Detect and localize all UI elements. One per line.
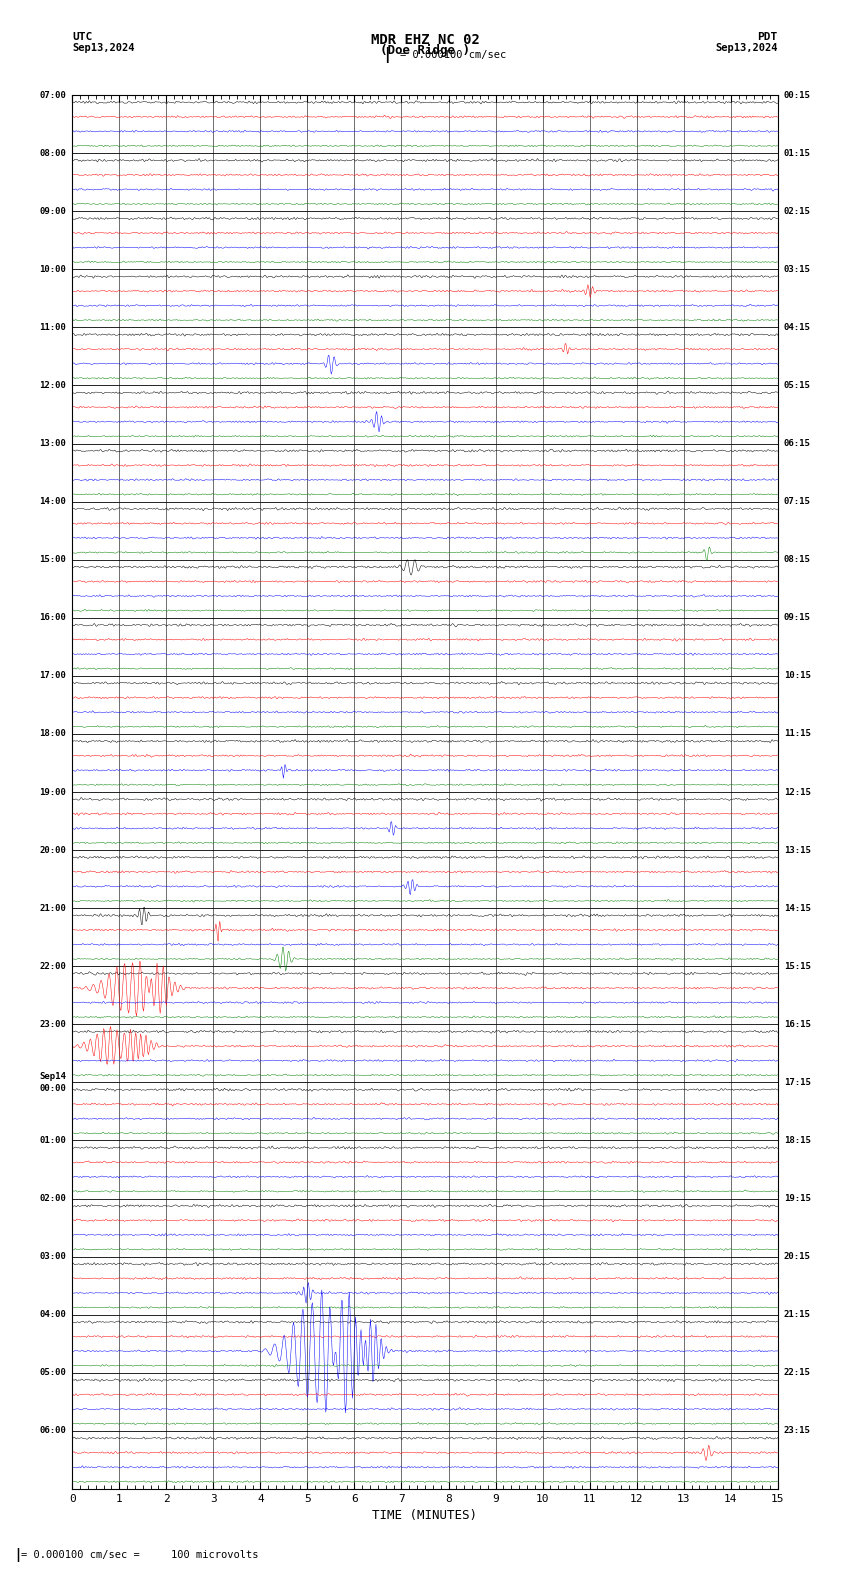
Text: = 0.000100 cm/sec: = 0.000100 cm/sec: [400, 51, 506, 60]
Text: 20:15: 20:15: [784, 1251, 811, 1261]
Text: $\mathbf{|}$: $\mathbf{|}$: [15, 1546, 20, 1565]
Text: 18:15: 18:15: [784, 1136, 811, 1145]
Text: 08:00: 08:00: [39, 149, 66, 158]
Text: PDT: PDT: [757, 32, 778, 41]
Text: 15:00: 15:00: [39, 554, 66, 564]
Text: Sep14: Sep14: [39, 1071, 66, 1080]
Text: 21:15: 21:15: [784, 1310, 811, 1319]
Text: = 0.000100 cm/sec =     100 microvolts: = 0.000100 cm/sec = 100 microvolts: [21, 1551, 258, 1560]
Text: 19:15: 19:15: [784, 1194, 811, 1204]
Text: 01:15: 01:15: [784, 149, 811, 158]
Text: 04:15: 04:15: [784, 323, 811, 333]
Text: 21:00: 21:00: [39, 903, 66, 912]
Text: 00:00: 00:00: [39, 1083, 66, 1093]
Text: 09:15: 09:15: [784, 613, 811, 623]
Text: 06:00: 06:00: [39, 1426, 66, 1435]
Text: 20:00: 20:00: [39, 846, 66, 855]
Text: 15:15: 15:15: [784, 961, 811, 971]
Text: Sep13,2024: Sep13,2024: [72, 43, 135, 52]
Text: 23:00: 23:00: [39, 1020, 66, 1030]
Text: 18:00: 18:00: [39, 729, 66, 738]
Text: MDR EHZ NC 02: MDR EHZ NC 02: [371, 33, 479, 48]
Text: 22:15: 22:15: [784, 1369, 811, 1378]
Text: 05:00: 05:00: [39, 1369, 66, 1378]
Text: (Doe Ridge ): (Doe Ridge ): [380, 44, 470, 57]
Text: 04:00: 04:00: [39, 1310, 66, 1319]
Text: 11:00: 11:00: [39, 323, 66, 333]
Text: 13:15: 13:15: [784, 846, 811, 855]
Text: 03:15: 03:15: [784, 265, 811, 274]
Text: UTC: UTC: [72, 32, 93, 41]
Text: 09:00: 09:00: [39, 206, 66, 215]
Text: 22:00: 22:00: [39, 961, 66, 971]
Text: Sep13,2024: Sep13,2024: [715, 43, 778, 52]
Text: 14:00: 14:00: [39, 497, 66, 507]
Text: 10:00: 10:00: [39, 265, 66, 274]
Text: 17:00: 17:00: [39, 672, 66, 681]
Text: 06:15: 06:15: [784, 439, 811, 448]
Text: 16:00: 16:00: [39, 613, 66, 623]
Text: 23:15: 23:15: [784, 1426, 811, 1435]
Text: 10:15: 10:15: [784, 672, 811, 681]
Text: 01:00: 01:00: [39, 1136, 66, 1145]
Text: 07:15: 07:15: [784, 497, 811, 507]
Text: 03:00: 03:00: [39, 1251, 66, 1261]
Text: 02:00: 02:00: [39, 1194, 66, 1204]
Text: 08:15: 08:15: [784, 554, 811, 564]
Text: 13:00: 13:00: [39, 439, 66, 448]
Text: 14:15: 14:15: [784, 903, 811, 912]
Text: 07:00: 07:00: [39, 90, 66, 100]
Text: 12:00: 12:00: [39, 380, 66, 390]
Text: 19:00: 19:00: [39, 787, 66, 797]
X-axis label: TIME (MINUTES): TIME (MINUTES): [372, 1510, 478, 1522]
Text: 16:15: 16:15: [784, 1020, 811, 1030]
Text: 00:15: 00:15: [784, 90, 811, 100]
Text: 12:15: 12:15: [784, 787, 811, 797]
Text: 05:15: 05:15: [784, 380, 811, 390]
Text: $\mathbf{|}$: $\mathbf{|}$: [384, 46, 389, 65]
Text: 11:15: 11:15: [784, 729, 811, 738]
Text: 17:15: 17:15: [784, 1077, 811, 1087]
Text: 02:15: 02:15: [784, 206, 811, 215]
